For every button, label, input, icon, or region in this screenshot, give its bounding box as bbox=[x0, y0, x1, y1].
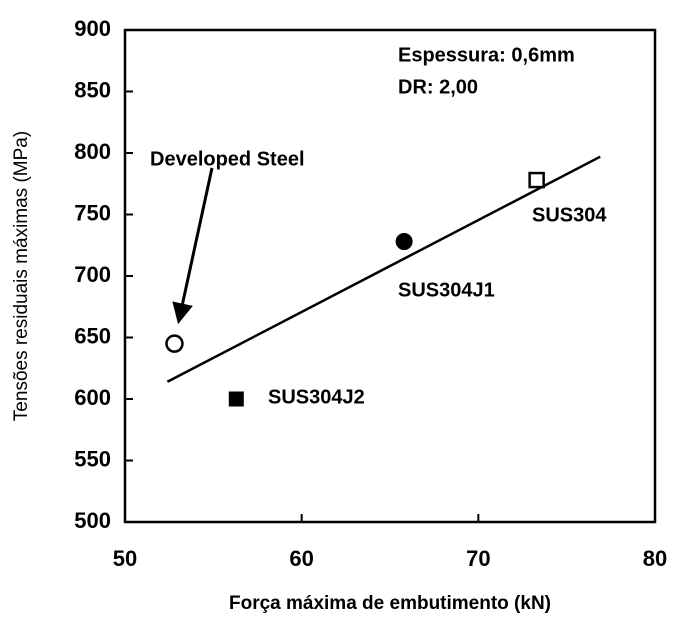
point-label: SUS304J2 bbox=[268, 386, 365, 408]
x-tick-label: 50 bbox=[113, 546, 137, 571]
point-label: SUS304J1 bbox=[398, 279, 495, 301]
y-tick-label: 550 bbox=[74, 446, 111, 471]
x-tick-label: 80 bbox=[643, 546, 667, 571]
annotation: Espessura: 0,6mm bbox=[398, 44, 575, 66]
marker bbox=[165, 334, 184, 353]
y-tick-label: 500 bbox=[74, 508, 111, 533]
y-tick-label: 900 bbox=[74, 16, 111, 41]
x-tick-label: 60 bbox=[289, 546, 313, 571]
point-label: Developed Steel bbox=[150, 148, 305, 170]
marker bbox=[228, 391, 244, 407]
y-tick-label: 750 bbox=[74, 200, 111, 225]
y-tick-label: 800 bbox=[74, 139, 111, 164]
x-tick-label: 70 bbox=[466, 546, 490, 571]
x-axis-label: Força máxima de embutimento (kN) bbox=[229, 593, 551, 614]
annotation: DR: 2,00 bbox=[398, 76, 478, 98]
y-tick-label: 850 bbox=[74, 77, 111, 102]
y-tick-label: 700 bbox=[74, 262, 111, 287]
point-label: SUS304 bbox=[532, 204, 607, 226]
y-tick-label: 650 bbox=[74, 323, 111, 348]
marker bbox=[395, 233, 413, 251]
arrow bbox=[172, 167, 214, 325]
y-tick-label: 600 bbox=[74, 385, 111, 410]
y-axis-label: Tensões residuais máximas (MPa) bbox=[11, 131, 32, 421]
fit-line bbox=[166, 155, 601, 383]
plot-frame bbox=[123, 28, 657, 524]
marker bbox=[528, 171, 545, 189]
